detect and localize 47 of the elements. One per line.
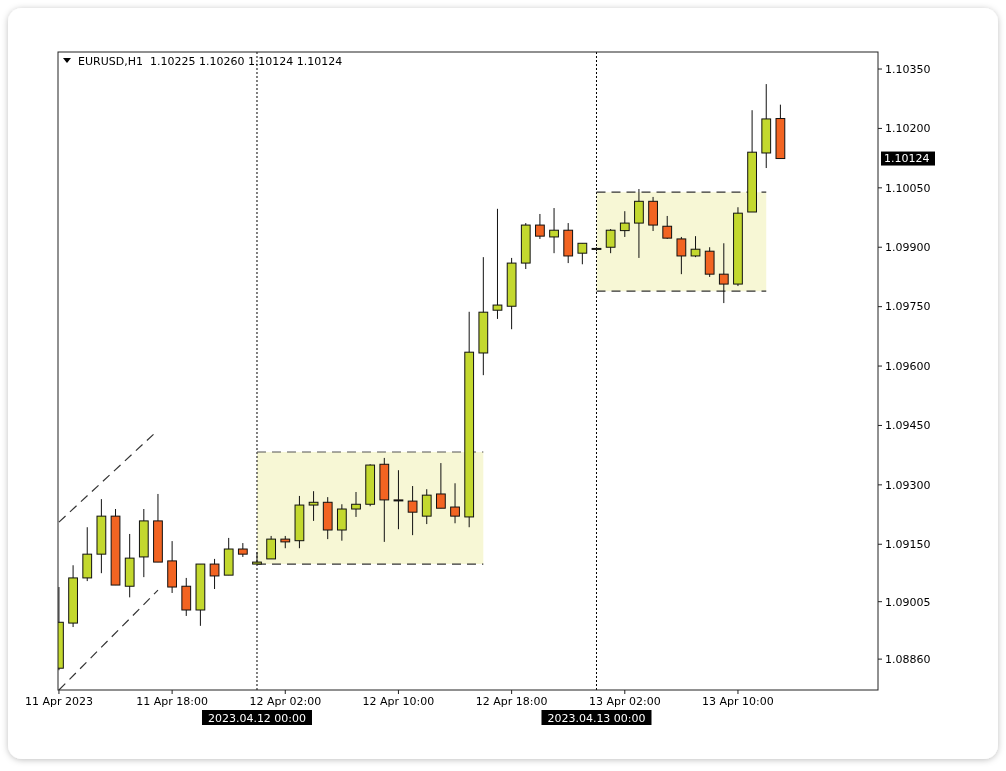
candlestick: [393, 469, 404, 530]
candlestick: [351, 491, 361, 518]
candlestick: [492, 208, 503, 320]
candlestick: [209, 558, 220, 590]
y-tick-label: 1.09300: [885, 478, 931, 492]
candlestick: [535, 213, 545, 240]
y-tick-label: 1.09450: [885, 419, 931, 433]
y-tick-label: 1.10350: [885, 62, 931, 76]
y-tick-label: 1.08860: [885, 652, 931, 666]
chart-title: EURUSD,H1 1.10225 1.10260 1.10124 1.10124: [78, 55, 343, 68]
x-tick-label: 12 Apr 02:00: [249, 695, 322, 708]
y-tick-label: 1.09600: [885, 359, 931, 373]
ref-line-label: 2023.04.13 00:00: [547, 711, 646, 725]
x-tick-label: 12 Apr 18:00: [475, 695, 548, 708]
candlestick: [407, 485, 418, 536]
text: 1.10124: [884, 152, 930, 166]
candlestick: [549, 207, 559, 254]
y-tick-label: 1.09900: [885, 241, 931, 255]
y-tick-label: 1.10200: [885, 122, 931, 136]
candlestick: [662, 215, 673, 240]
candlestick: [577, 242, 588, 265]
x-tick-label: 11 Apr 2023: [24, 695, 93, 708]
candlestick: [266, 535, 277, 560]
candlestick: [634, 188, 644, 259]
candlestick: [336, 503, 347, 542]
candlestick: [82, 526, 93, 582]
candlestick: [308, 490, 319, 522]
x-tick-label: 11 Apr 18:00: [136, 695, 208, 708]
candlestick: [676, 236, 687, 275]
candlestick: [619, 210, 630, 238]
candlestick: [605, 228, 616, 254]
candlestick: [181, 577, 192, 617]
candlestick: [450, 482, 460, 524]
x-tick-label: 13 Apr 02:00: [588, 695, 661, 708]
y-tick-label: 1.09150: [885, 538, 931, 552]
candlestick: [648, 196, 658, 232]
candlestick: [436, 462, 446, 509]
candlestick: [252, 551, 262, 565]
y-tick-label: 1.09005: [885, 595, 931, 609]
candlestick: [718, 242, 729, 304]
y-tick-label: 1.09750: [885, 300, 931, 314]
candlestick: [421, 488, 432, 525]
x-tick-label: 13 Apr 10:00: [702, 695, 774, 708]
x-tick-label: 12 Apr 10:00: [362, 695, 435, 708]
candlestick: [704, 246, 715, 278]
y-tick-label: 1.10050: [885, 181, 931, 195]
ref-line-label: 2023.04.12 00:00: [207, 711, 307, 725]
